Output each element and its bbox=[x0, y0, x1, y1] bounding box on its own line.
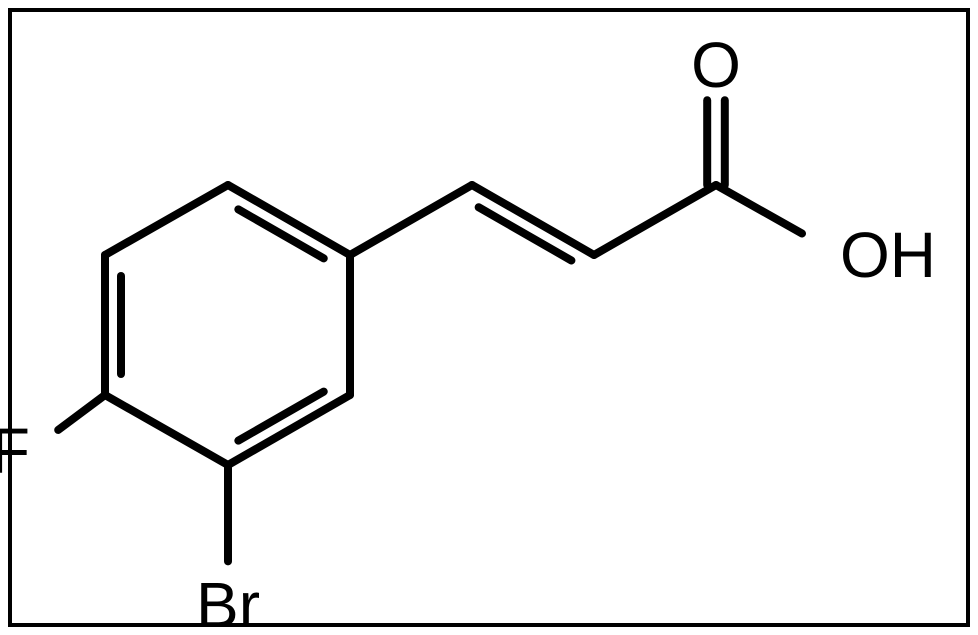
atom-label-br: Br bbox=[196, 569, 260, 635]
atom-label-o1: O bbox=[691, 29, 741, 101]
atom-label-o2: OH bbox=[840, 219, 936, 291]
atom-label-f: F bbox=[0, 415, 30, 487]
